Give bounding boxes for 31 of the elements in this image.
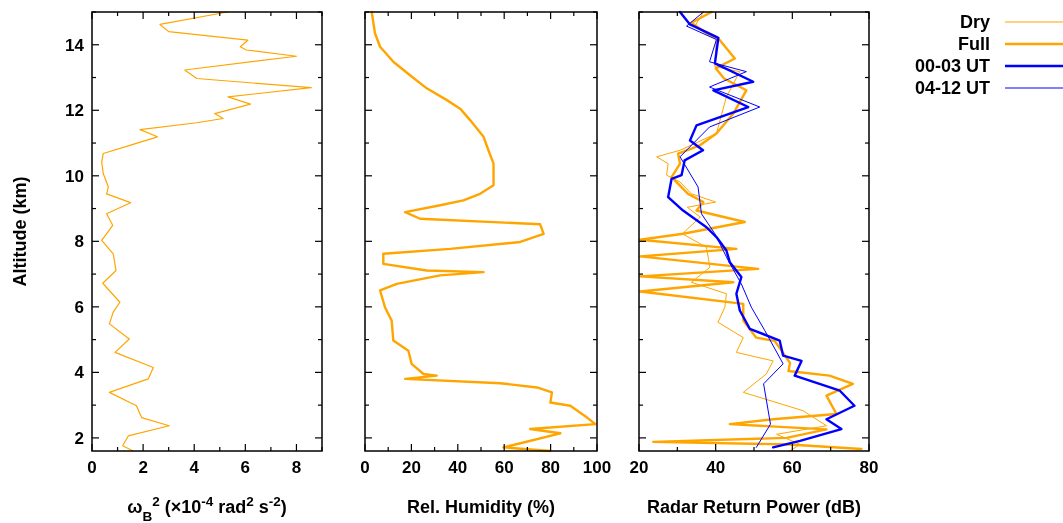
x-tick-label: 4 (189, 458, 200, 477)
legend-label: 04-12 UT (914, 78, 990, 98)
x-tick-label: 40 (706, 458, 726, 477)
y-tick-label: 14 (65, 35, 85, 55)
y-tick-label: 8 (74, 232, 84, 252)
x-tick-label: 0 (360, 458, 370, 477)
x-tick-label: 80 (859, 458, 879, 477)
x-tick-label: 8 (291, 458, 302, 477)
y-tick-label: 10 (65, 166, 84, 186)
text: ω$_{B}$$^{2}$ (×10$^{-4}$ rad$^{2}$ s$^{-2}$) (127, 493, 287, 523)
line-series (101, 11, 312, 452)
x-tick-label: 80 (541, 458, 561, 477)
x-axis-title: Rel. Humidity (%) (406, 497, 556, 517)
legend-label: Full (958, 34, 990, 54)
x-tick-label: 60 (494, 458, 514, 477)
x-tick-label: 100 (582, 458, 612, 477)
x-tick-label: 2 (138, 458, 148, 477)
x-tick-label: 0 (87, 458, 97, 477)
x-tick-label: 20 (401, 458, 421, 477)
x-tick-label: 20 (629, 458, 649, 477)
x-tick-label: 40 (448, 458, 468, 477)
x-axis-title: Radar Return Power (dB) (646, 497, 862, 517)
y-tick-label: 4 (74, 363, 85, 383)
y-tick-label: 2 (74, 428, 84, 448)
y-tick-label: 6 (74, 297, 84, 317)
x-tick-label: 60 (782, 458, 802, 477)
y-tick-label: 12 (65, 101, 84, 121)
legend-label: 00-03 UT (914, 56, 990, 76)
x-tick-label: 6 (240, 458, 251, 477)
legend-label: Dry (959, 12, 990, 32)
y-axis-title: Altitude (km) (10, 176, 30, 287)
